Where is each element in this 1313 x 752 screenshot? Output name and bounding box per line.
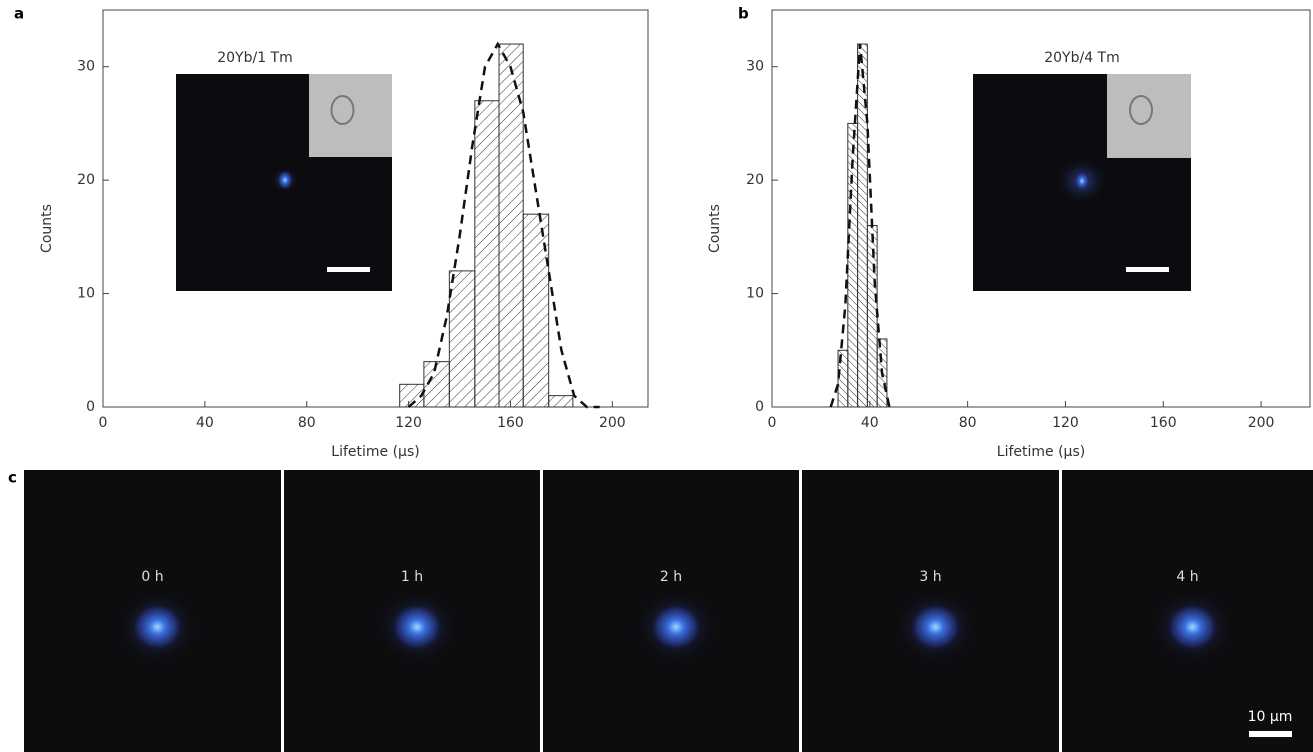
x-tick-label: 40 bbox=[196, 415, 214, 431]
y-tick-label: 10 bbox=[746, 286, 764, 302]
x-tick-label: 160 bbox=[1150, 415, 1177, 431]
bar bbox=[548, 395, 574, 408]
x-axis-title: Lifetime (μs) bbox=[331, 444, 419, 460]
plot-frame bbox=[102, 9, 649, 408]
panel-label: a bbox=[14, 5, 24, 23]
cell bbox=[131, 603, 184, 651]
timepoint-label: 2 h bbox=[660, 569, 682, 585]
cell-spots bbox=[277, 170, 293, 190]
fit-curve bbox=[829, 43, 891, 408]
x-tick-label: 120 bbox=[395, 415, 422, 431]
brightfield-cell bbox=[330, 95, 355, 125]
timepoint-label: 3 h bbox=[919, 569, 941, 585]
cell bbox=[650, 603, 702, 651]
panel-label: b bbox=[738, 5, 749, 23]
fit-curve bbox=[407, 41, 600, 409]
x-tick-label: 80 bbox=[959, 415, 977, 431]
y-tick-label: 0 bbox=[86, 399, 95, 415]
brightfield-inset bbox=[1107, 74, 1191, 158]
timepoint-label: 0 h bbox=[141, 569, 163, 585]
inset-label: 20Yb/4 Tm bbox=[1044, 50, 1120, 66]
x-tick-label: 0 bbox=[99, 415, 108, 431]
scale-bar bbox=[327, 267, 370, 272]
x-tick-label: 160 bbox=[497, 415, 524, 431]
x-tick-label: 0 bbox=[768, 415, 777, 431]
y-tick-label: 20 bbox=[746, 172, 764, 188]
y-tick-label: 0 bbox=[755, 399, 764, 415]
brightfield-inset bbox=[309, 74, 392, 157]
x-tick-label: 200 bbox=[1248, 415, 1275, 431]
y-axis-title: Counts bbox=[707, 204, 723, 253]
timepoint-label: 4 h bbox=[1176, 569, 1198, 585]
bar bbox=[448, 270, 476, 408]
y-tick-label: 10 bbox=[77, 286, 95, 302]
y-tick-label: 20 bbox=[77, 172, 95, 188]
cell bbox=[909, 603, 962, 651]
scale-bar bbox=[1126, 267, 1169, 272]
y-axis-title: Counts bbox=[39, 204, 55, 253]
cell-spots bbox=[1074, 171, 1090, 191]
cell bbox=[391, 603, 443, 651]
bar bbox=[474, 100, 500, 408]
timepoint-label: 1 h bbox=[401, 569, 423, 585]
brightfield-cell bbox=[1129, 95, 1153, 125]
bar bbox=[498, 43, 524, 408]
plot-frame bbox=[771, 9, 1311, 408]
x-tick-label: 80 bbox=[298, 415, 316, 431]
x-axis-title: Lifetime (μs) bbox=[997, 444, 1085, 460]
inset-label: 20Yb/1 Tm bbox=[217, 50, 293, 66]
y-tick-label: 30 bbox=[77, 59, 95, 75]
x-tick-label: 40 bbox=[861, 415, 879, 431]
bar bbox=[857, 43, 868, 408]
cell bbox=[1166, 603, 1219, 651]
scale-bar-label: 10 μm bbox=[1248, 709, 1293, 725]
y-tick-label: 30 bbox=[746, 59, 764, 75]
x-tick-label: 120 bbox=[1052, 415, 1079, 431]
x-tick-label: 200 bbox=[599, 415, 626, 431]
panel-label: c bbox=[8, 469, 17, 487]
scale-bar bbox=[1249, 731, 1292, 737]
